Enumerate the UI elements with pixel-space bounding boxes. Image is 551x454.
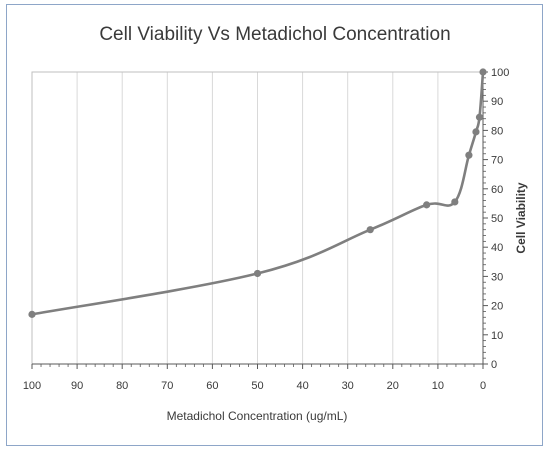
y-tick-label: 10 — [491, 330, 503, 342]
x-tick-label: 0 — [480, 380, 486, 392]
data-point — [253, 269, 262, 278]
data-point — [475, 113, 484, 121]
x-tick-label: 60 — [206, 380, 218, 392]
y-tick-label: 60 — [491, 184, 503, 196]
y-tick-label: 90 — [491, 96, 503, 108]
data-point — [465, 151, 473, 159]
x-tick-label: 50 — [251, 380, 263, 392]
y-tick-label: 0 — [491, 359, 497, 371]
x-tick-label: 90 — [71, 380, 83, 392]
y-axis-ticks: 0 10 20 30 40 50 60 70 80 90 100 — [483, 67, 509, 371]
data-point — [472, 128, 480, 136]
x-tick-label: 80 — [116, 380, 128, 392]
y-axis-label: Cell Viability — [514, 182, 528, 253]
y-tick-label: 100 — [491, 67, 509, 79]
data-points — [28, 68, 487, 318]
x-tick-label: 70 — [161, 380, 173, 392]
data-point — [423, 201, 431, 209]
chart-title: Cell Viability Vs Metadichol Concentrati… — [99, 24, 450, 45]
y-tick-label: 80 — [491, 125, 503, 137]
x-tick-label: 20 — [387, 380, 399, 392]
x-tick-label: 100 — [23, 380, 41, 392]
x-tick-label: 10 — [432, 380, 444, 392]
series-line — [30, 70, 485, 316]
grid-lines — [76, 72, 439, 364]
y-tick-label: 70 — [491, 155, 503, 167]
data-point — [366, 226, 374, 234]
y-tick-label: 30 — [491, 271, 503, 283]
y-tick-label: 40 — [491, 242, 503, 254]
x-tick-label: 30 — [342, 380, 354, 392]
data-point — [28, 310, 36, 318]
chart-frame — [6, 4, 543, 446]
y-tick-label: 20 — [491, 301, 503, 313]
data-point — [451, 198, 459, 206]
x-axis-ticks: 100 90 80 70 60 50 40 30 20 10 0 — [23, 364, 486, 392]
y-tick-label: 50 — [491, 213, 503, 225]
x-tick-label: 40 — [296, 380, 308, 392]
data-point — [479, 68, 487, 76]
x-axis-label: Metadichol Concentration (ug/mL) — [167, 409, 348, 423]
